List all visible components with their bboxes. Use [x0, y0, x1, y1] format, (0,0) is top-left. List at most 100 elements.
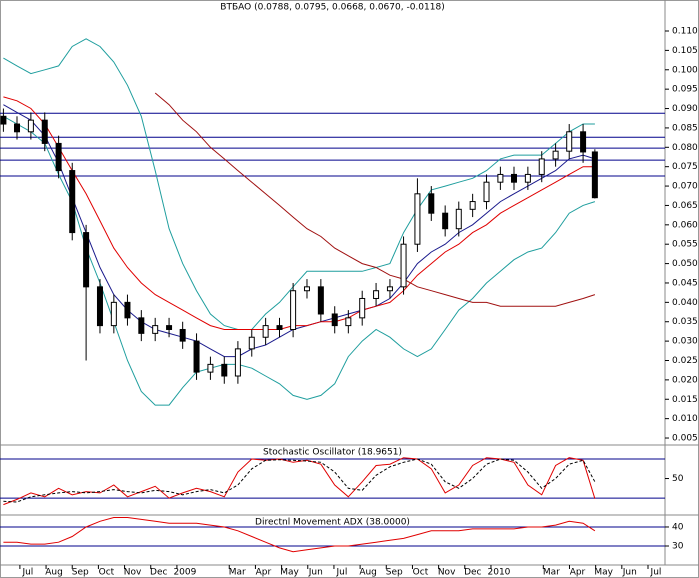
y-tick-label: 0.020 [672, 375, 698, 385]
candle-body [373, 290, 380, 299]
panel-title: Directnl Movement ADX (38.0000) [255, 518, 410, 528]
candle-body [179, 328, 186, 342]
candle-body [580, 131, 587, 153]
candle-body [207, 363, 214, 373]
candle-body [331, 313, 338, 327]
candle-body [262, 325, 269, 338]
candle-body [234, 348, 241, 377]
candle-body [14, 123, 21, 133]
y-tick-label: 0.100 [672, 65, 698, 75]
candle-body [442, 212, 449, 230]
x-tick-label: 2009 [173, 568, 196, 578]
x-tick-label: Dec [150, 568, 167, 578]
candle-body [83, 232, 90, 288]
candle-body [152, 325, 159, 334]
candle-body [55, 142, 62, 172]
candle-body [124, 301, 131, 319]
x-tick-label: Jun [622, 568, 637, 578]
candle-body [510, 173, 517, 183]
x-tick-label: Aug [45, 568, 63, 578]
y-tick-label: 0.055 [672, 240, 698, 250]
candle-body [386, 286, 393, 292]
candle-body [69, 170, 76, 234]
candle-body [428, 193, 435, 214]
x-tick-label: Jul [650, 568, 662, 578]
x-tick-label: Sep [72, 568, 89, 578]
y-tick-label: 0.040 [672, 298, 698, 308]
y-tick-label: 0.105 [672, 46, 698, 56]
panel-title: BTБAO (0.0788, 0.0795, 0.0668, 0.0670, -… [220, 3, 444, 13]
y-tick-label: 0.080 [672, 143, 698, 153]
candle-body [497, 173, 504, 183]
candle-body [303, 286, 310, 292]
candle-body [455, 208, 462, 230]
candle-body [96, 286, 103, 327]
candle-body [414, 193, 421, 245]
x-tick-label: Sep [386, 568, 403, 578]
candle-body [317, 286, 324, 315]
x-tick-label: Oct [99, 568, 115, 578]
x-tick-label: Jul [21, 568, 33, 578]
candle-body [221, 363, 228, 377]
candle-body [110, 301, 117, 327]
y-tick-label: 0.005 [672, 434, 698, 444]
y-tick-label: 0.070 [672, 182, 698, 192]
x-tick-label: May [594, 568, 613, 578]
x-tick-label: 2010 [488, 568, 511, 578]
candle-body [248, 336, 255, 350]
y-tick-label: 50 [672, 474, 684, 484]
candle-body [193, 340, 200, 373]
x-tick-label: Nov [438, 568, 456, 578]
candle-body [276, 325, 283, 330]
candle-body [538, 158, 545, 175]
y-tick-label: 0.045 [672, 278, 698, 288]
y-tick-label: 0.060 [672, 220, 698, 230]
candle-body [524, 173, 531, 183]
indicator-line [3, 458, 596, 503]
x-tick-label: Aug [359, 568, 377, 578]
candle-body [591, 151, 598, 199]
y-tick-label: 0.085 [672, 123, 698, 133]
y-tick-label: 30 [672, 541, 684, 551]
y-tick-label: 0.110 [672, 27, 698, 37]
x-tick-label: Jun [308, 568, 323, 578]
candle-body [400, 243, 407, 288]
panel-title: Stochastic Oscillator (18.9651) [263, 448, 402, 458]
indicator-line [3, 96, 595, 330]
x-tick-label: Jul [336, 568, 348, 578]
indicator-line [3, 38, 595, 330]
y-tick-label: 0.075 [672, 162, 698, 172]
x-tick-label: Apr [256, 568, 272, 578]
indicator-line [3, 517, 596, 553]
y-tick-label: 0.050 [672, 259, 698, 269]
x-tick-label: Oct [413, 568, 429, 578]
candle-body [138, 317, 145, 334]
y-tick-label: 0.065 [672, 201, 698, 211]
candle-body [166, 325, 173, 330]
candle-body [552, 150, 559, 160]
candle-body [359, 297, 366, 319]
y-tick-label: 0.030 [672, 337, 698, 347]
y-tick-label: 40 [672, 522, 684, 532]
y-tick-label: 0.010 [672, 414, 698, 424]
y-tick-label: 0.015 [672, 395, 698, 405]
candle-body [483, 181, 490, 203]
x-tick-label: Mar [543, 568, 560, 578]
y-tick-label: 0.095 [672, 85, 698, 95]
x-tick-label: Nov [124, 568, 142, 578]
y-tick-label: 0.025 [672, 356, 698, 366]
y-tick-label: 0.090 [672, 104, 698, 114]
candle-body [290, 290, 297, 330]
indicator-line [3, 104, 596, 358]
y-tick-label: 0.035 [672, 317, 698, 327]
x-tick-label: Dec [464, 568, 481, 578]
indicator-line [154, 92, 596, 307]
candle-body [566, 131, 573, 152]
candle-body [41, 119, 48, 144]
x-tick-label: Apr [570, 568, 586, 578]
candle-body [27, 119, 34, 133]
candle-body [469, 201, 476, 210]
candle-body [345, 317, 352, 327]
